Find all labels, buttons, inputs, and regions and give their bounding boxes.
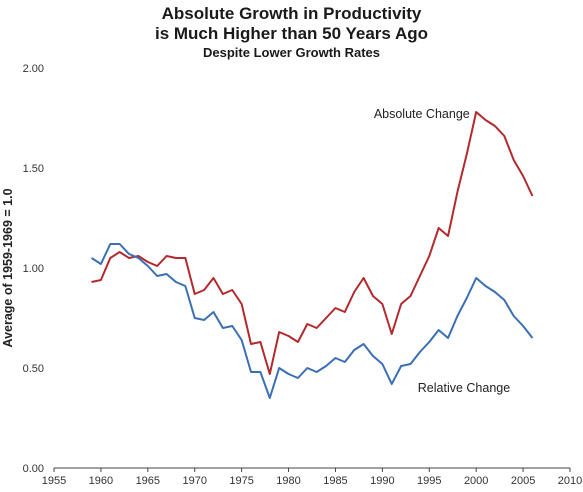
x-tick-label: 2005 bbox=[511, 475, 535, 487]
y-tick-label: 0.00 bbox=[23, 463, 44, 475]
chart-title: Absolute Growth in Productivity is Much … bbox=[0, 4, 583, 62]
x-tick-label: 1970 bbox=[182, 475, 206, 487]
x-tick-label: 2010 bbox=[558, 475, 582, 487]
annotation-absolute-change: Absolute Change bbox=[374, 107, 470, 121]
chart-subtitle: Despite Lower Growth Rates bbox=[203, 45, 380, 60]
x-tick-label: 1975 bbox=[229, 475, 253, 487]
title-line-2: is Much Higher than 50 Years Ago bbox=[154, 24, 429, 43]
x-tick-label: 1955 bbox=[42, 475, 66, 487]
y-tick-label: 0.50 bbox=[23, 363, 44, 375]
y-axis-label: Average of 1959-1969 = 1.0 bbox=[1, 188, 15, 347]
annotation-relative-change: Relative Change bbox=[418, 381, 510, 395]
x-tick-label: 1985 bbox=[323, 475, 347, 487]
relative-change-line bbox=[90, 243, 534, 399]
x-tick-label: 1980 bbox=[276, 475, 300, 487]
absolute-change-line bbox=[91, 111, 534, 375]
x-tick-label: 1965 bbox=[136, 475, 160, 487]
y-tick-label: 2.00 bbox=[23, 63, 44, 75]
x-tick-label: 1960 bbox=[89, 475, 113, 487]
y-tick-label: 1.00 bbox=[23, 263, 44, 275]
title-line-1: Absolute Growth in Productivity bbox=[161, 4, 422, 23]
axes bbox=[53, 467, 571, 472]
x-tick-label: 1990 bbox=[370, 475, 394, 487]
series-lines bbox=[90, 111, 534, 399]
tick-labels: 1955 1960 1965 1970 1975 1980 1985 1990 1995 2000… bbox=[23, 63, 583, 487]
annotations: Absolute Change Relative Change bbox=[374, 107, 510, 395]
y-tick-label: 1.50 bbox=[23, 163, 44, 175]
x-tick-label: 1995 bbox=[417, 475, 441, 487]
x-tick-label: 2000 bbox=[464, 475, 488, 487]
